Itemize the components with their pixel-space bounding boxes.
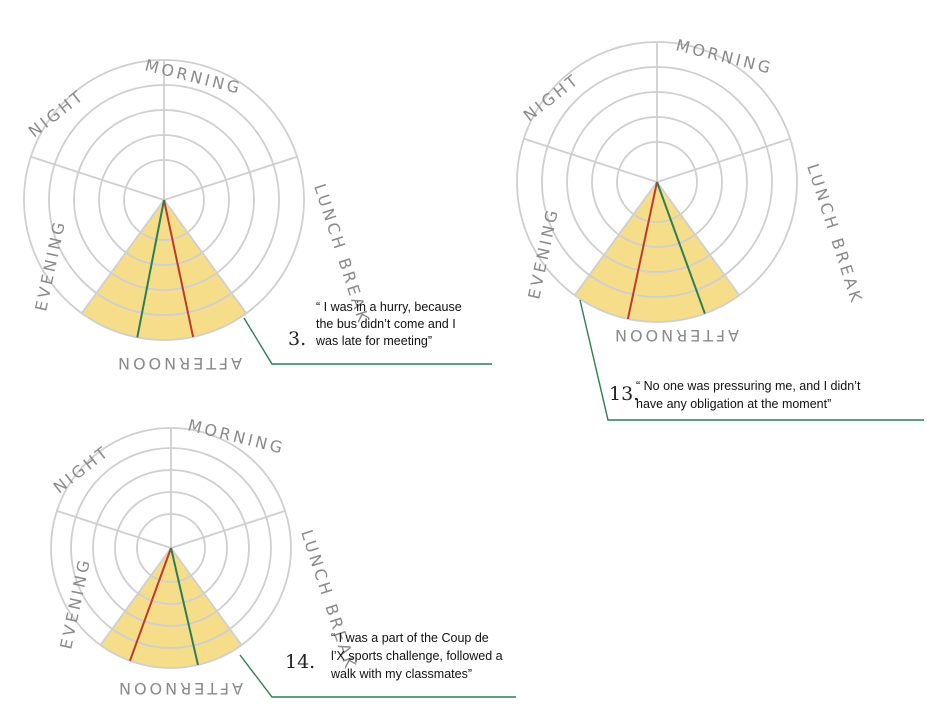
label-morning: MORNING bbox=[186, 415, 287, 458]
label-afternoon: AFTERNOON bbox=[116, 679, 243, 698]
red-response-line bbox=[163, 199, 195, 338]
sector-divider-2 bbox=[170, 510, 286, 549]
sector-divider-4 bbox=[573, 181, 658, 296]
diagram-number-13: 13. bbox=[609, 383, 639, 405]
label-night: NIGHT bbox=[50, 442, 114, 498]
quote-3-line-3: was late for meeting” bbox=[315, 334, 432, 348]
label-morning: MORNING bbox=[143, 55, 244, 98]
label-lunch-break: LUNCH BREAK bbox=[803, 161, 866, 306]
green-response-line bbox=[136, 199, 165, 338]
afternoon-wedge bbox=[574, 182, 740, 322]
sector-divider-5 bbox=[30, 155, 165, 201]
quote-13-line-1: “ No one was pressuring me, and I didn’t bbox=[636, 379, 861, 393]
label-afternoon: AFTERNOON bbox=[612, 326, 739, 345]
sector-divider-5 bbox=[56, 510, 172, 549]
quote-3-line-1: “ I was in a hurry, because bbox=[316, 300, 462, 314]
sector-divider-3 bbox=[170, 547, 243, 646]
quote-14-line-2: l’X sports challenge, followed a bbox=[331, 649, 503, 663]
quote-14-line-3: walk with my classmates” bbox=[330, 667, 472, 681]
quote-3-line-2: the bus didn’t come and I bbox=[316, 317, 456, 331]
sector-divider-3 bbox=[656, 181, 741, 296]
afternoon-wedge bbox=[81, 200, 247, 340]
red-response-line bbox=[129, 547, 172, 662]
label-evening: EVENING bbox=[524, 206, 562, 301]
quote-14-line-1: “ I was a part of the Coup de bbox=[331, 631, 489, 645]
sector-divider-3 bbox=[163, 199, 248, 314]
red-response-line bbox=[626, 181, 658, 320]
sector-divider-5 bbox=[523, 137, 658, 183]
diagram-number-3: 3. bbox=[288, 328, 306, 350]
leader-line-14 bbox=[239, 654, 516, 698]
sector-divider-4 bbox=[80, 199, 165, 314]
diagram-number-14: 14. bbox=[285, 651, 315, 673]
sector-divider-2 bbox=[163, 155, 298, 201]
leader-line-3 bbox=[243, 317, 492, 365]
radial-diagram-13: MORNING LUNCH BREAK AFTERNOON EVENING NI… bbox=[516, 35, 867, 345]
green-response-line bbox=[170, 547, 199, 666]
sector-divider-4 bbox=[99, 547, 172, 646]
sector-divider-2 bbox=[656, 137, 791, 183]
label-afternoon: AFTERNOON bbox=[115, 354, 242, 373]
afternoon-wedge bbox=[100, 548, 242, 668]
label-night: NIGHT bbox=[25, 86, 89, 142]
leader-line-13 bbox=[579, 299, 924, 421]
quote-13-line-2: have any obligation at the moment” bbox=[636, 397, 831, 411]
label-night: NIGHT bbox=[520, 70, 584, 126]
green-response-line bbox=[656, 181, 706, 314]
